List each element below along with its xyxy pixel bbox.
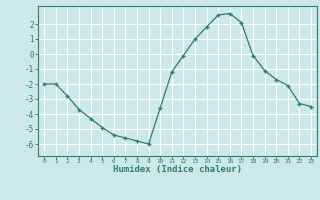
X-axis label: Humidex (Indice chaleur): Humidex (Indice chaleur) — [113, 165, 242, 174]
